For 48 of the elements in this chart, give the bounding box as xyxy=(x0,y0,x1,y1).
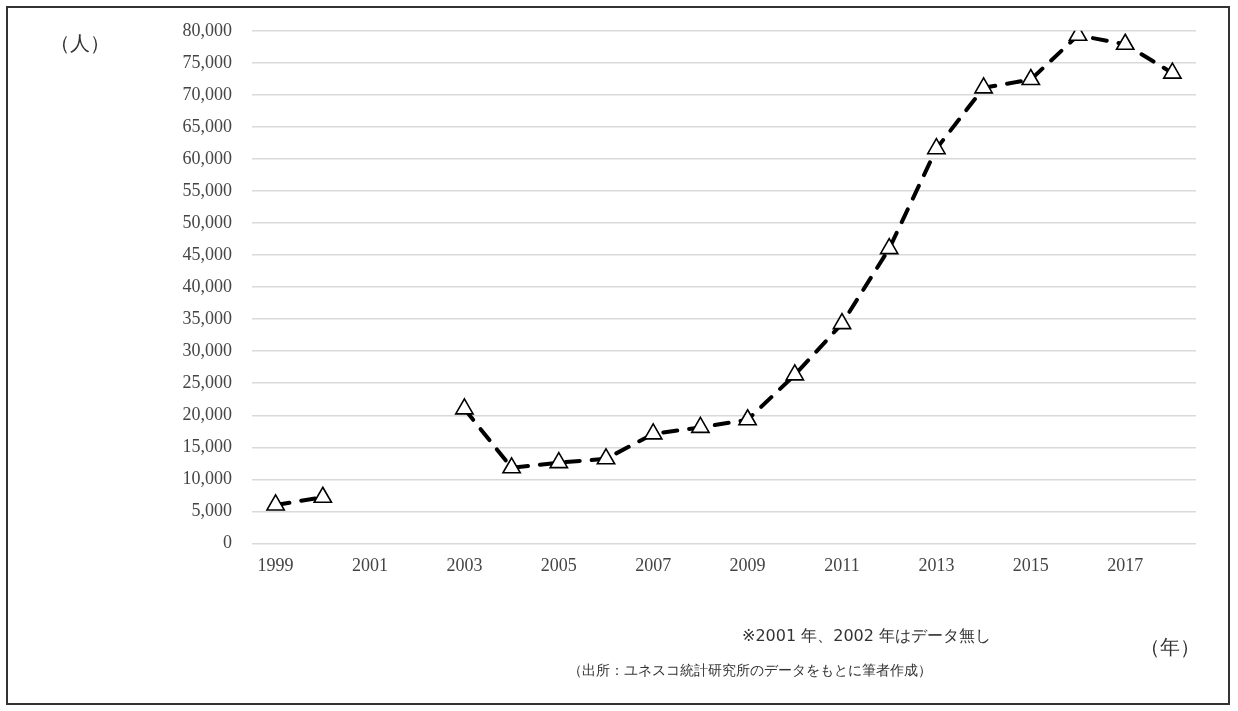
x-tick-label: 2015 xyxy=(1012,554,1049,575)
y-tick-label: 50,000 xyxy=(182,211,232,232)
y-tick-label: 30,000 xyxy=(182,339,232,360)
y-tick-label: 60,000 xyxy=(182,147,232,168)
y-tick-label: 0 xyxy=(223,532,232,553)
y-tick-label: 75,000 xyxy=(182,51,232,72)
y-axis-title: （人） xyxy=(50,30,110,57)
y-tick-label: 80,000 xyxy=(182,19,232,40)
x-tick-label: 2017 xyxy=(1107,554,1144,575)
y-tick-label: 20,000 xyxy=(182,403,232,424)
x-tick-label: 2003 xyxy=(446,554,483,575)
point xyxy=(313,486,333,504)
point xyxy=(266,494,286,511)
point xyxy=(832,312,852,330)
y-tick-label: 10,000 xyxy=(182,468,232,489)
x-tick-label: 2007 xyxy=(635,554,672,575)
point xyxy=(596,448,616,465)
point xyxy=(454,398,474,415)
point xyxy=(549,451,569,469)
x-tick-label: 2001 xyxy=(352,554,388,575)
y-tick-label: 65,000 xyxy=(182,115,232,136)
x-tick-label: 2005 xyxy=(540,554,577,575)
point xyxy=(974,77,994,94)
point xyxy=(690,416,710,434)
y-tick-label: 40,000 xyxy=(182,275,232,296)
y-tick-label: 55,000 xyxy=(182,179,232,200)
point xyxy=(926,137,946,155)
y-tick-label: 35,000 xyxy=(182,307,232,328)
y-tick-label: 70,000 xyxy=(182,83,232,104)
point xyxy=(1162,62,1182,79)
point xyxy=(879,237,899,255)
text: （出所：ユネスコ統計研究所のデータをもとに筆者作成） xyxy=(568,662,932,680)
text: ※2001 年、2002 年はデータ無し xyxy=(742,626,992,647)
point xyxy=(1115,33,1135,51)
y-tick-label: 15,000 xyxy=(182,436,232,457)
y-tick-label: 45,000 xyxy=(182,243,232,264)
x-axis-title: （年） xyxy=(1140,634,1200,661)
point xyxy=(1021,68,1041,86)
point xyxy=(738,408,758,426)
point xyxy=(785,364,805,381)
point xyxy=(643,423,663,440)
y-tick-label: 25,000 xyxy=(182,371,232,392)
y-tick-label: 5,000 xyxy=(191,500,232,521)
x-tick-label: 2013 xyxy=(918,554,955,575)
x-tick-label: 2009 xyxy=(729,554,766,575)
x-tick-label: 2011 xyxy=(824,554,860,575)
point xyxy=(502,456,522,474)
x-tick-label: 1999 xyxy=(257,554,294,575)
